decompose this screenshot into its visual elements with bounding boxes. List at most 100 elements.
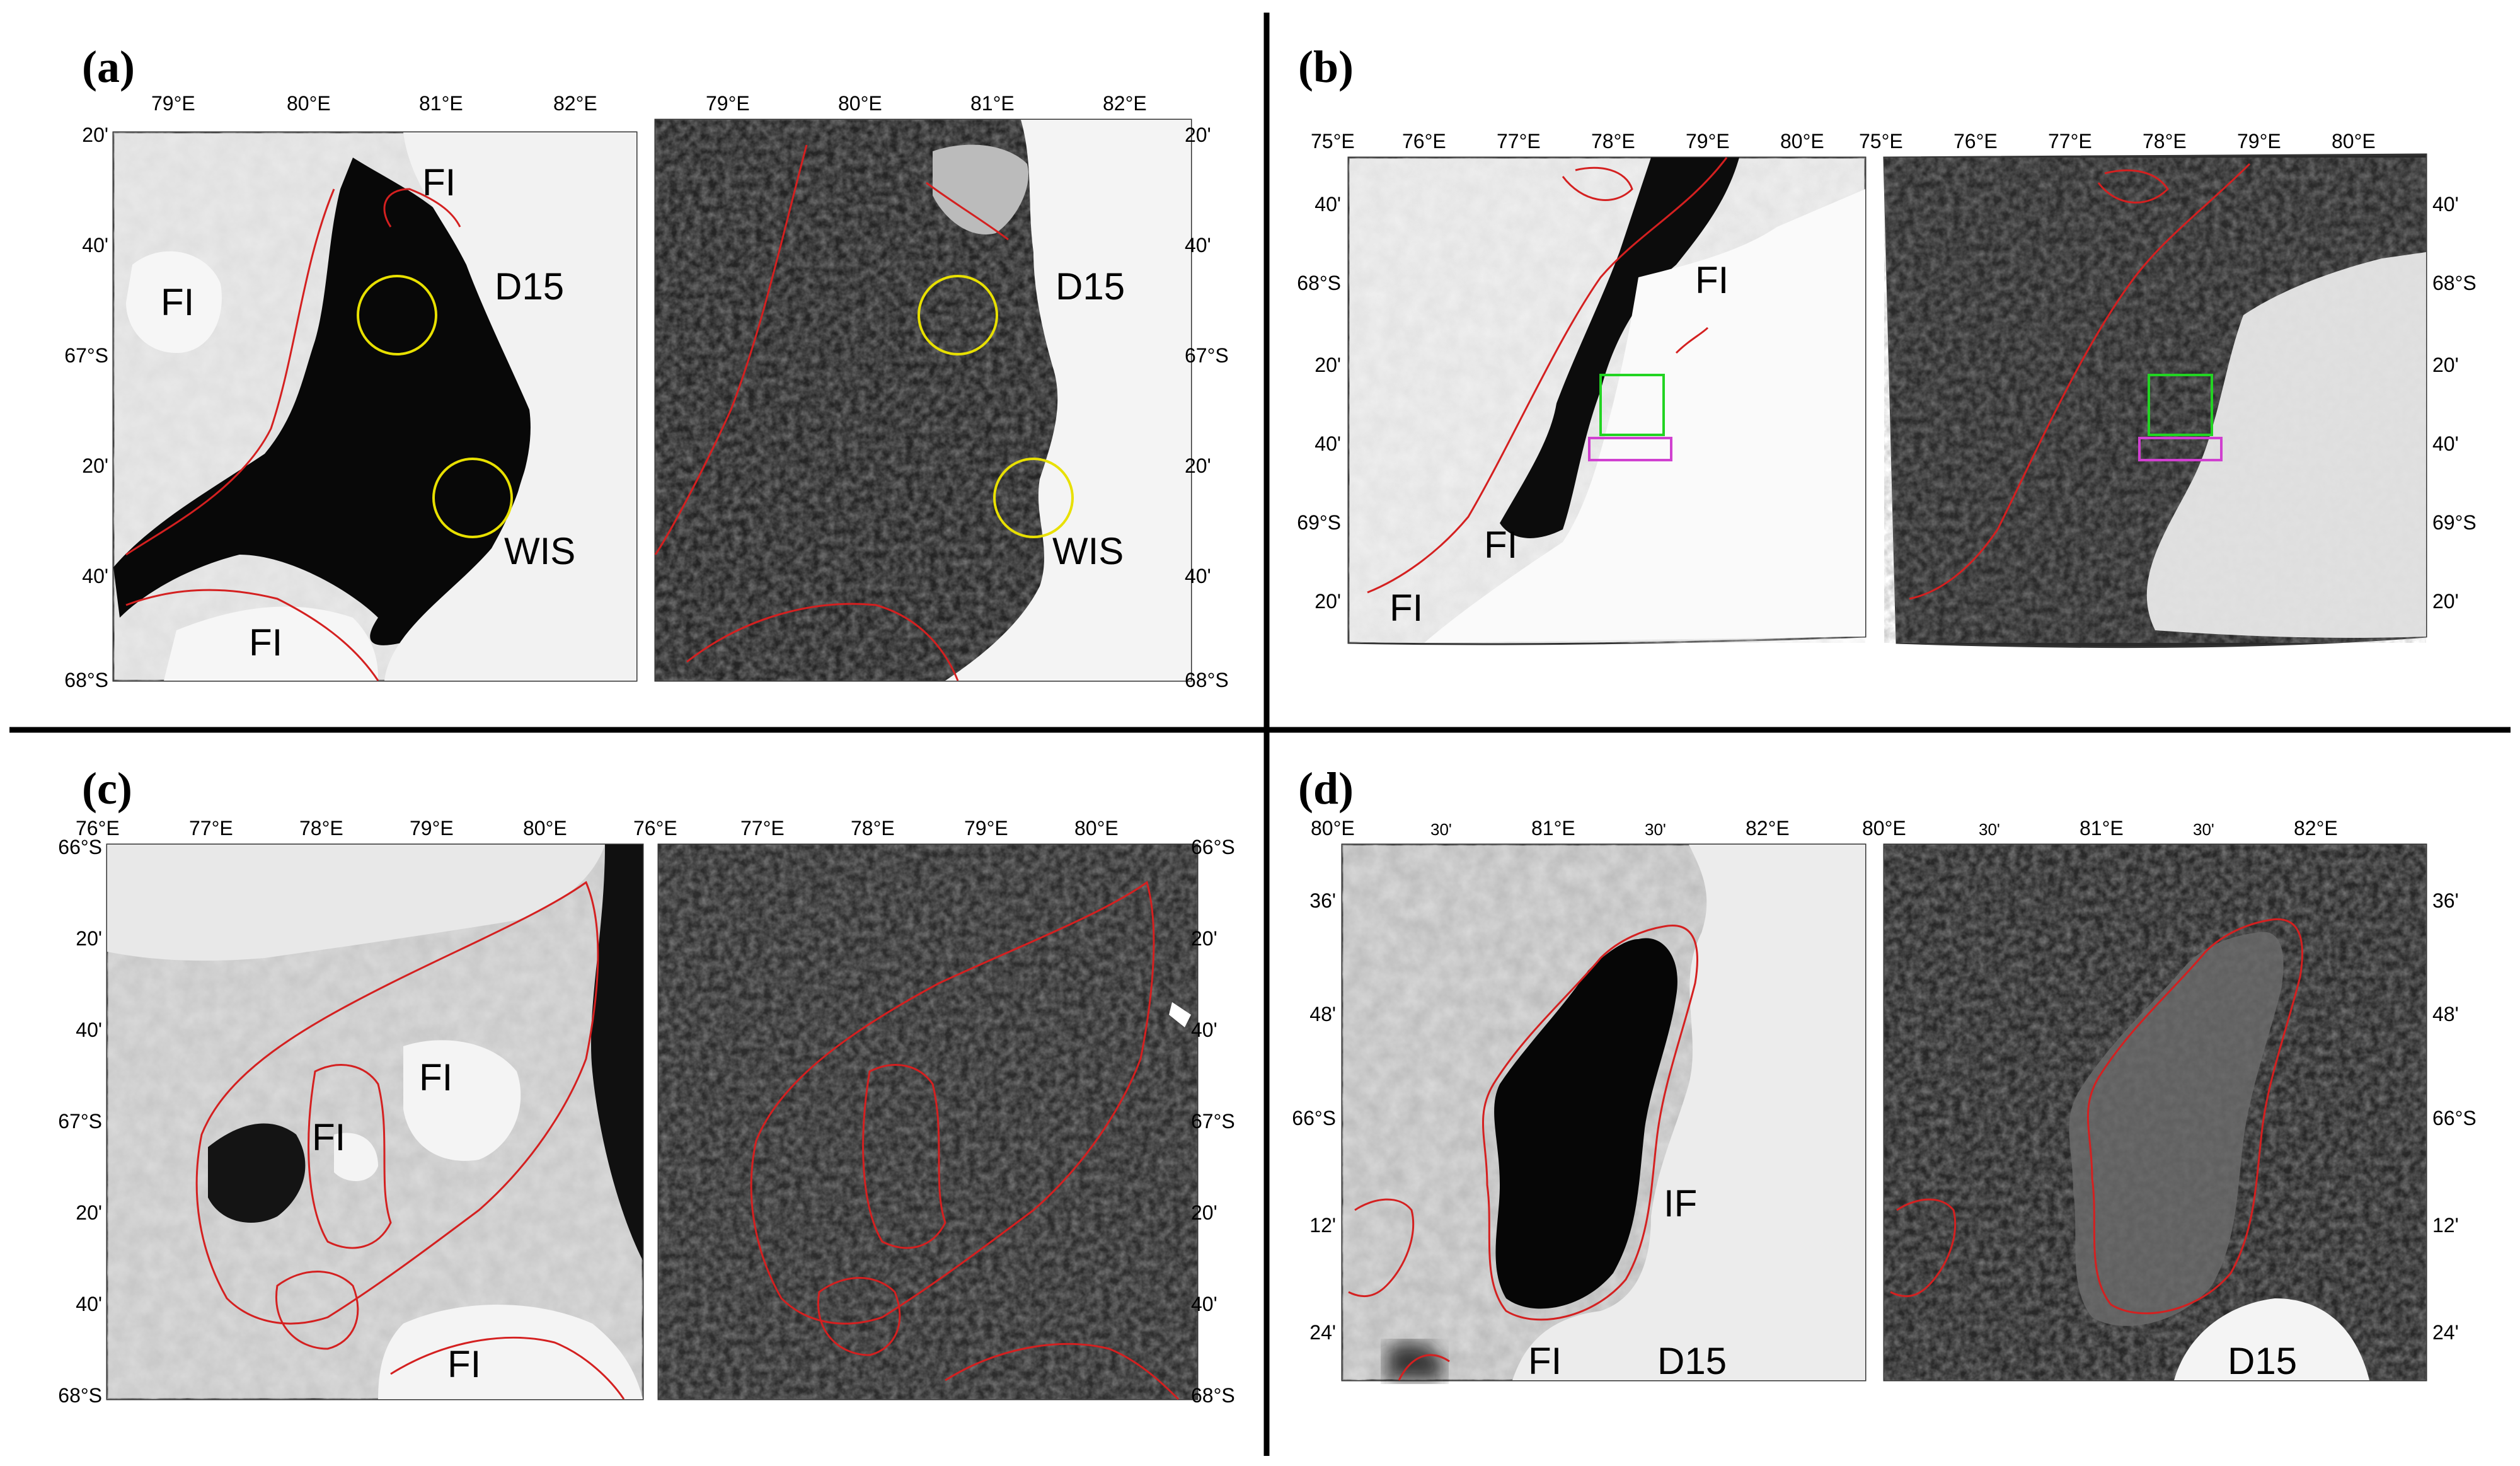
boundary-line (2097, 169, 2169, 204)
boundary-line (817, 1277, 901, 1356)
green-box-marker (2148, 374, 2213, 436)
ice-shelf-region (1512, 845, 1865, 1380)
axis-tick-label: 77°E (1497, 130, 1541, 153)
boundary-line (1348, 1198, 1415, 1298)
axis-tick-label: 80°E (1311, 817, 1355, 840)
axis-tick-label: 48' (2432, 1003, 2459, 1025)
fast-ice-region (384, 132, 636, 681)
axis-tick-label: 20' (2432, 354, 2459, 376)
panel-c: (c) FI FI FI 76 (58, 763, 1234, 1407)
panel-letter: (d) (1298, 763, 1354, 814)
axis-tick-label: 69°S (2432, 511, 2477, 534)
region-label-d15: D15 (2228, 1340, 2297, 1382)
axis-tick-label: 78°E (299, 817, 343, 840)
region-label-if: IF (1664, 1182, 1697, 1225)
boundary-line (125, 188, 335, 556)
axis-tick-label: 40' (1191, 1293, 1217, 1315)
axis-tick-label: 20' (82, 124, 108, 146)
region-label-fi: FI (161, 281, 194, 323)
region-label-fi: FI (1484, 524, 1517, 566)
axis-tick-label: 66°S (1191, 836, 1235, 858)
boundary-line (1909, 163, 2251, 600)
map-b-visible: FI FI FI (1347, 156, 1867, 645)
axis-tick-label: 68°S (1297, 272, 1341, 294)
axis-tick-label: 68°S (2432, 272, 2477, 294)
axis-left: 36' 48' 66°S 12' 24' (1292, 889, 1336, 1344)
axis-tick-label: 36' (2432, 889, 2459, 912)
axis-tick-label: 79°E (2237, 130, 2281, 153)
yellow-circle-marker (918, 275, 998, 355)
axis-right: 36' 48' 66°S 12' 24' (2432, 889, 2477, 1344)
axis-tick-label: 40' (76, 1019, 102, 1041)
axis-tick-label: 78°E (1591, 130, 1635, 153)
axis-tick-label: 67°S (1185, 344, 1229, 367)
axis-tick-label: 77°E (189, 817, 233, 840)
boundary-line (125, 589, 379, 681)
axis-tick-label: 30' (1645, 820, 1666, 839)
axis-tick-label: 20' (2432, 590, 2459, 613)
axis-tick-label: 20' (1315, 590, 1341, 613)
boundary-line (1675, 326, 1709, 354)
open-water-region (590, 845, 643, 1261)
magenta-box-marker (1588, 437, 1672, 461)
axis-tick-label: 40' (1315, 432, 1341, 455)
map-c-sar (657, 843, 1199, 1400)
magenta-box-marker (2138, 437, 2223, 461)
axis-tick-label: 82°E (1746, 817, 1790, 840)
axis-tick-label: 77°E (740, 817, 785, 840)
axis-tick-label: 78°E (851, 817, 895, 840)
axis-tick-label: 76°E (633, 817, 677, 840)
boundary-line (2086, 918, 2303, 1315)
region-label-fi: FI (1695, 259, 1729, 301)
axis-tick-label: 66°S (1292, 1107, 1336, 1129)
axis-tick-label: 81°E (1531, 817, 1575, 840)
axis-tick-label: 30' (2193, 820, 2214, 839)
axis-tick-label: 81°E (970, 92, 1015, 115)
axis-top: 75°E 76°E 77°E 78°E 79°E 80°E 75°E 76°E … (1311, 130, 2376, 153)
axis-tick-label: 40' (2432, 432, 2459, 455)
panel-d: (d) IF FI D15 D15 80°E 30' 81°E (1292, 763, 2476, 1382)
boundary-line (195, 880, 599, 1325)
axis-left: 20' 40' 67°S 20' 40' 68°S (64, 124, 108, 691)
axis-tick-label: 12' (2432, 1214, 2459, 1237)
ice-shelf-region (2174, 1298, 2369, 1380)
axis-tick-label: 20' (82, 454, 108, 477)
axis-tick-label: 79°E (410, 817, 454, 840)
axis-tick-label: 79°E (964, 817, 1008, 840)
open-water-region (1500, 158, 1739, 538)
region-label-d15: D15 (1657, 1340, 1727, 1382)
region-label-d15: D15 (1056, 265, 1125, 308)
region-label-fi: FI (1528, 1340, 1562, 1382)
axis-tick-label: 48' (1309, 1003, 1336, 1025)
fast-ice-patch (164, 606, 378, 681)
axis-tick-label: 20' (1191, 927, 1217, 950)
axis-tick-label: 40' (1315, 193, 1341, 216)
axis-tick-label: 20' (76, 927, 102, 950)
green-box-marker (1599, 374, 1665, 436)
boundary-line (308, 1064, 392, 1249)
axis-tick-label: 82°E (1103, 92, 1147, 115)
boundary-line (1367, 157, 1728, 594)
region-label-d15: D15 (495, 265, 564, 308)
boundary-line (275, 1271, 359, 1350)
axis-tick-label: 79°E (706, 92, 750, 115)
axis-tick-label: 67°S (1191, 1110, 1235, 1133)
axis-tick-label: 81°E (2080, 817, 2124, 840)
region-label-fi: FI (447, 1343, 481, 1385)
axis-tick-label: 66°S (58, 836, 102, 858)
fast-ice-patch (126, 251, 222, 353)
map-b-sar (1883, 153, 2427, 649)
axis-tick-label: 76°E (1953, 130, 1998, 153)
axis-tick-label: 30' (1979, 820, 2000, 839)
boundary-line (654, 144, 808, 555)
axis-tick-label: 80°E (838, 92, 882, 115)
open-water-region (208, 1123, 306, 1223)
ice-floe-region (107, 845, 605, 961)
yellow-circle-marker (993, 458, 1074, 538)
axis-tick-label: 77°E (2048, 130, 2092, 153)
axis-tick-label: 20' (1185, 454, 1211, 477)
panel-letter: (c) (82, 763, 132, 814)
yellow-circle-marker (357, 275, 437, 355)
axis-tick-label: 68°S (64, 669, 108, 691)
